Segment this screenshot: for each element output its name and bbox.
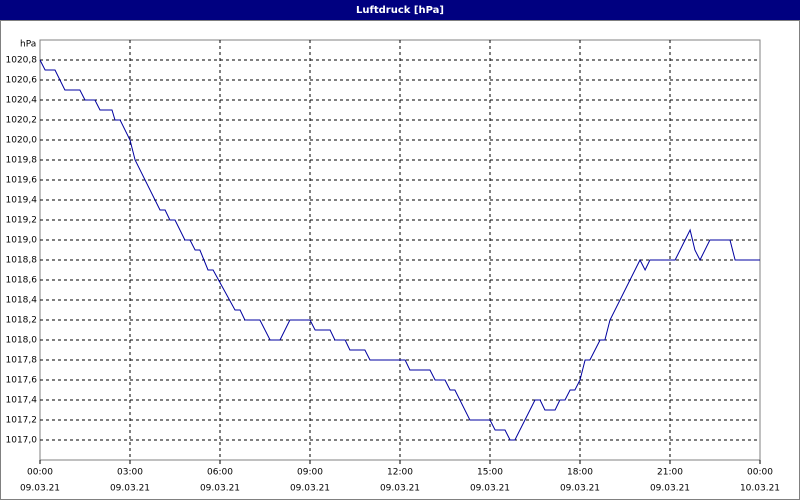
x-tick-label: 12:00: [387, 468, 413, 478]
y-tick-label: 1020,2: [6, 116, 38, 126]
x-tick-date: 09.03.21: [200, 484, 240, 494]
x-tick-date: 09.03.21: [380, 484, 420, 494]
x-tick-date: 09.03.21: [560, 484, 600, 494]
y-tick-label: 1018,0: [6, 336, 38, 346]
y-tick-label: 1017,8: [6, 356, 38, 366]
x-tick-date: 09.03.21: [290, 484, 330, 494]
x-tick-label: 00:00: [747, 468, 773, 478]
y-tick-label: 1019,2: [6, 216, 38, 226]
y-tick-label: 1019,8: [6, 156, 38, 166]
y-tick-label: 1017,0: [6, 436, 38, 446]
y-tick-label: 1018,6: [6, 276, 38, 286]
x-tick-date: 09.03.21: [110, 484, 150, 494]
y-tick-label: 1020,4: [6, 96, 38, 106]
chart-title: Luftdruck [hPa]: [356, 5, 444, 16]
x-tick-label: 03:00: [117, 468, 143, 478]
x-tick-label: 18:00: [567, 468, 593, 478]
y-tick-label: 1017,4: [6, 396, 38, 406]
x-tick-date: 10.03.21: [740, 484, 780, 494]
y-tick-label: 1018,8: [6, 256, 38, 266]
y-tick-label: 1020,6: [6, 76, 38, 86]
x-tick-date: 09.03.21: [470, 484, 510, 494]
y-tick-label: 1019,4: [6, 196, 38, 206]
x-tick-date: 09.03.21: [20, 484, 60, 494]
y-tick-label: 1017,6: [6, 376, 38, 386]
x-tick-label: 21:00: [657, 468, 683, 478]
x-tick-date: 09.03.21: [650, 484, 690, 494]
y-tick-label: 1018,4: [6, 296, 38, 306]
x-tick-label: 15:00: [477, 468, 503, 478]
x-tick-label: 00:00: [27, 468, 53, 478]
y-tick-label: 1020,0: [6, 136, 38, 146]
x-tick-label: 09:00: [297, 468, 323, 478]
y-tick-label: 1019,6: [6, 176, 38, 186]
y-tick-label: 1018,2: [6, 316, 38, 326]
y-tick-label: 1017,2: [6, 416, 38, 426]
title-bar: [0, 0, 800, 20]
x-tick-label: 06:00: [207, 468, 233, 478]
y-tick-label: 1019,0: [6, 236, 38, 246]
y-axis-label: hPa: [20, 40, 36, 50]
data-line: [39, 59, 760, 441]
y-tick-label: 1020,8: [6, 56, 38, 66]
